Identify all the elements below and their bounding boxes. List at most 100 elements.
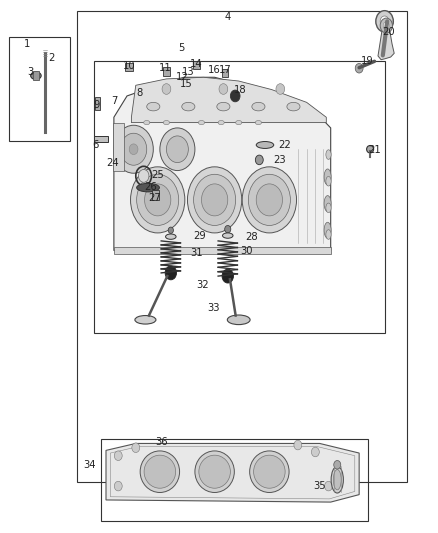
Circle shape: [120, 133, 147, 165]
Circle shape: [325, 481, 332, 491]
Text: 11: 11: [159, 63, 172, 73]
Circle shape: [255, 155, 263, 165]
Ellipse shape: [326, 150, 331, 159]
Circle shape: [355, 63, 363, 73]
Text: 29: 29: [193, 231, 206, 240]
Bar: [9, 37, 70, 141]
Ellipse shape: [144, 120, 150, 125]
Circle shape: [225, 225, 231, 233]
Circle shape: [132, 443, 140, 453]
Text: 19: 19: [360, 56, 374, 66]
Bar: [95, 97, 100, 110]
Bar: [125, 63, 133, 71]
Circle shape: [219, 84, 228, 94]
Polygon shape: [131, 77, 326, 123]
Polygon shape: [114, 77, 331, 251]
Circle shape: [114, 481, 122, 491]
Text: 26: 26: [145, 182, 158, 191]
Ellipse shape: [254, 455, 285, 488]
Circle shape: [248, 174, 290, 225]
Circle shape: [187, 167, 242, 233]
Circle shape: [230, 90, 240, 102]
Bar: [114, 247, 331, 254]
Circle shape: [334, 461, 341, 469]
Ellipse shape: [223, 233, 233, 238]
Text: 15: 15: [180, 79, 193, 88]
Text: 31: 31: [190, 248, 202, 258]
Circle shape: [114, 451, 122, 461]
Circle shape: [114, 125, 153, 173]
Circle shape: [383, 22, 389, 29]
Ellipse shape: [331, 466, 343, 493]
Circle shape: [138, 169, 149, 182]
Text: 34: 34: [84, 460, 96, 470]
Text: 3: 3: [28, 67, 34, 77]
Circle shape: [294, 440, 302, 450]
Text: 13: 13: [182, 67, 194, 77]
Bar: [94, 61, 385, 333]
Ellipse shape: [166, 234, 176, 239]
Text: 8: 8: [136, 88, 142, 98]
Ellipse shape: [135, 316, 156, 324]
Polygon shape: [378, 20, 394, 60]
Text: 12: 12: [175, 72, 188, 82]
Bar: [152, 190, 159, 200]
Text: 28: 28: [246, 232, 258, 242]
Text: 33: 33: [208, 303, 220, 313]
Bar: [94, 136, 108, 142]
Text: 30: 30: [240, 246, 252, 255]
Ellipse shape: [137, 183, 159, 192]
Ellipse shape: [217, 102, 230, 111]
Bar: [193, 61, 200, 69]
Circle shape: [145, 184, 171, 216]
Text: 10: 10: [123, 61, 135, 70]
Circle shape: [131, 167, 185, 233]
Ellipse shape: [382, 50, 391, 56]
Ellipse shape: [255, 120, 261, 125]
Text: 23: 23: [273, 155, 286, 165]
Text: 6: 6: [92, 140, 99, 150]
Text: 24: 24: [107, 158, 119, 167]
Circle shape: [137, 174, 179, 225]
Circle shape: [201, 184, 228, 216]
Polygon shape: [106, 443, 359, 502]
Circle shape: [166, 136, 188, 163]
Text: 9: 9: [93, 100, 99, 110]
Circle shape: [194, 174, 236, 225]
Bar: [77, 11, 407, 482]
Text: 35: 35: [314, 481, 326, 491]
Text: 17: 17: [219, 66, 232, 75]
Circle shape: [165, 266, 177, 280]
Ellipse shape: [182, 102, 195, 111]
Text: 32: 32: [196, 280, 208, 290]
Circle shape: [129, 144, 138, 155]
Circle shape: [168, 227, 173, 233]
Circle shape: [222, 269, 233, 283]
Text: 27: 27: [148, 193, 161, 203]
Ellipse shape: [140, 451, 180, 492]
Bar: [222, 69, 228, 77]
Bar: [163, 67, 170, 76]
Text: 4: 4: [225, 12, 231, 22]
Circle shape: [256, 184, 283, 216]
Text: 36: 36: [155, 438, 167, 447]
Circle shape: [162, 84, 171, 94]
Ellipse shape: [199, 455, 230, 488]
Ellipse shape: [287, 102, 300, 111]
Ellipse shape: [218, 120, 224, 125]
Ellipse shape: [326, 176, 331, 186]
Ellipse shape: [326, 230, 331, 239]
Ellipse shape: [31, 72, 41, 79]
Circle shape: [311, 447, 319, 457]
Bar: [101, 439, 368, 521]
Text: 14: 14: [190, 59, 202, 69]
Circle shape: [380, 16, 389, 27]
Ellipse shape: [333, 470, 341, 490]
Ellipse shape: [198, 120, 205, 125]
Bar: [113, 123, 124, 171]
Text: 1: 1: [24, 39, 30, 49]
Text: 7: 7: [112, 96, 118, 106]
Text: 18: 18: [234, 85, 246, 94]
Text: 21: 21: [368, 146, 381, 155]
Ellipse shape: [195, 451, 234, 492]
